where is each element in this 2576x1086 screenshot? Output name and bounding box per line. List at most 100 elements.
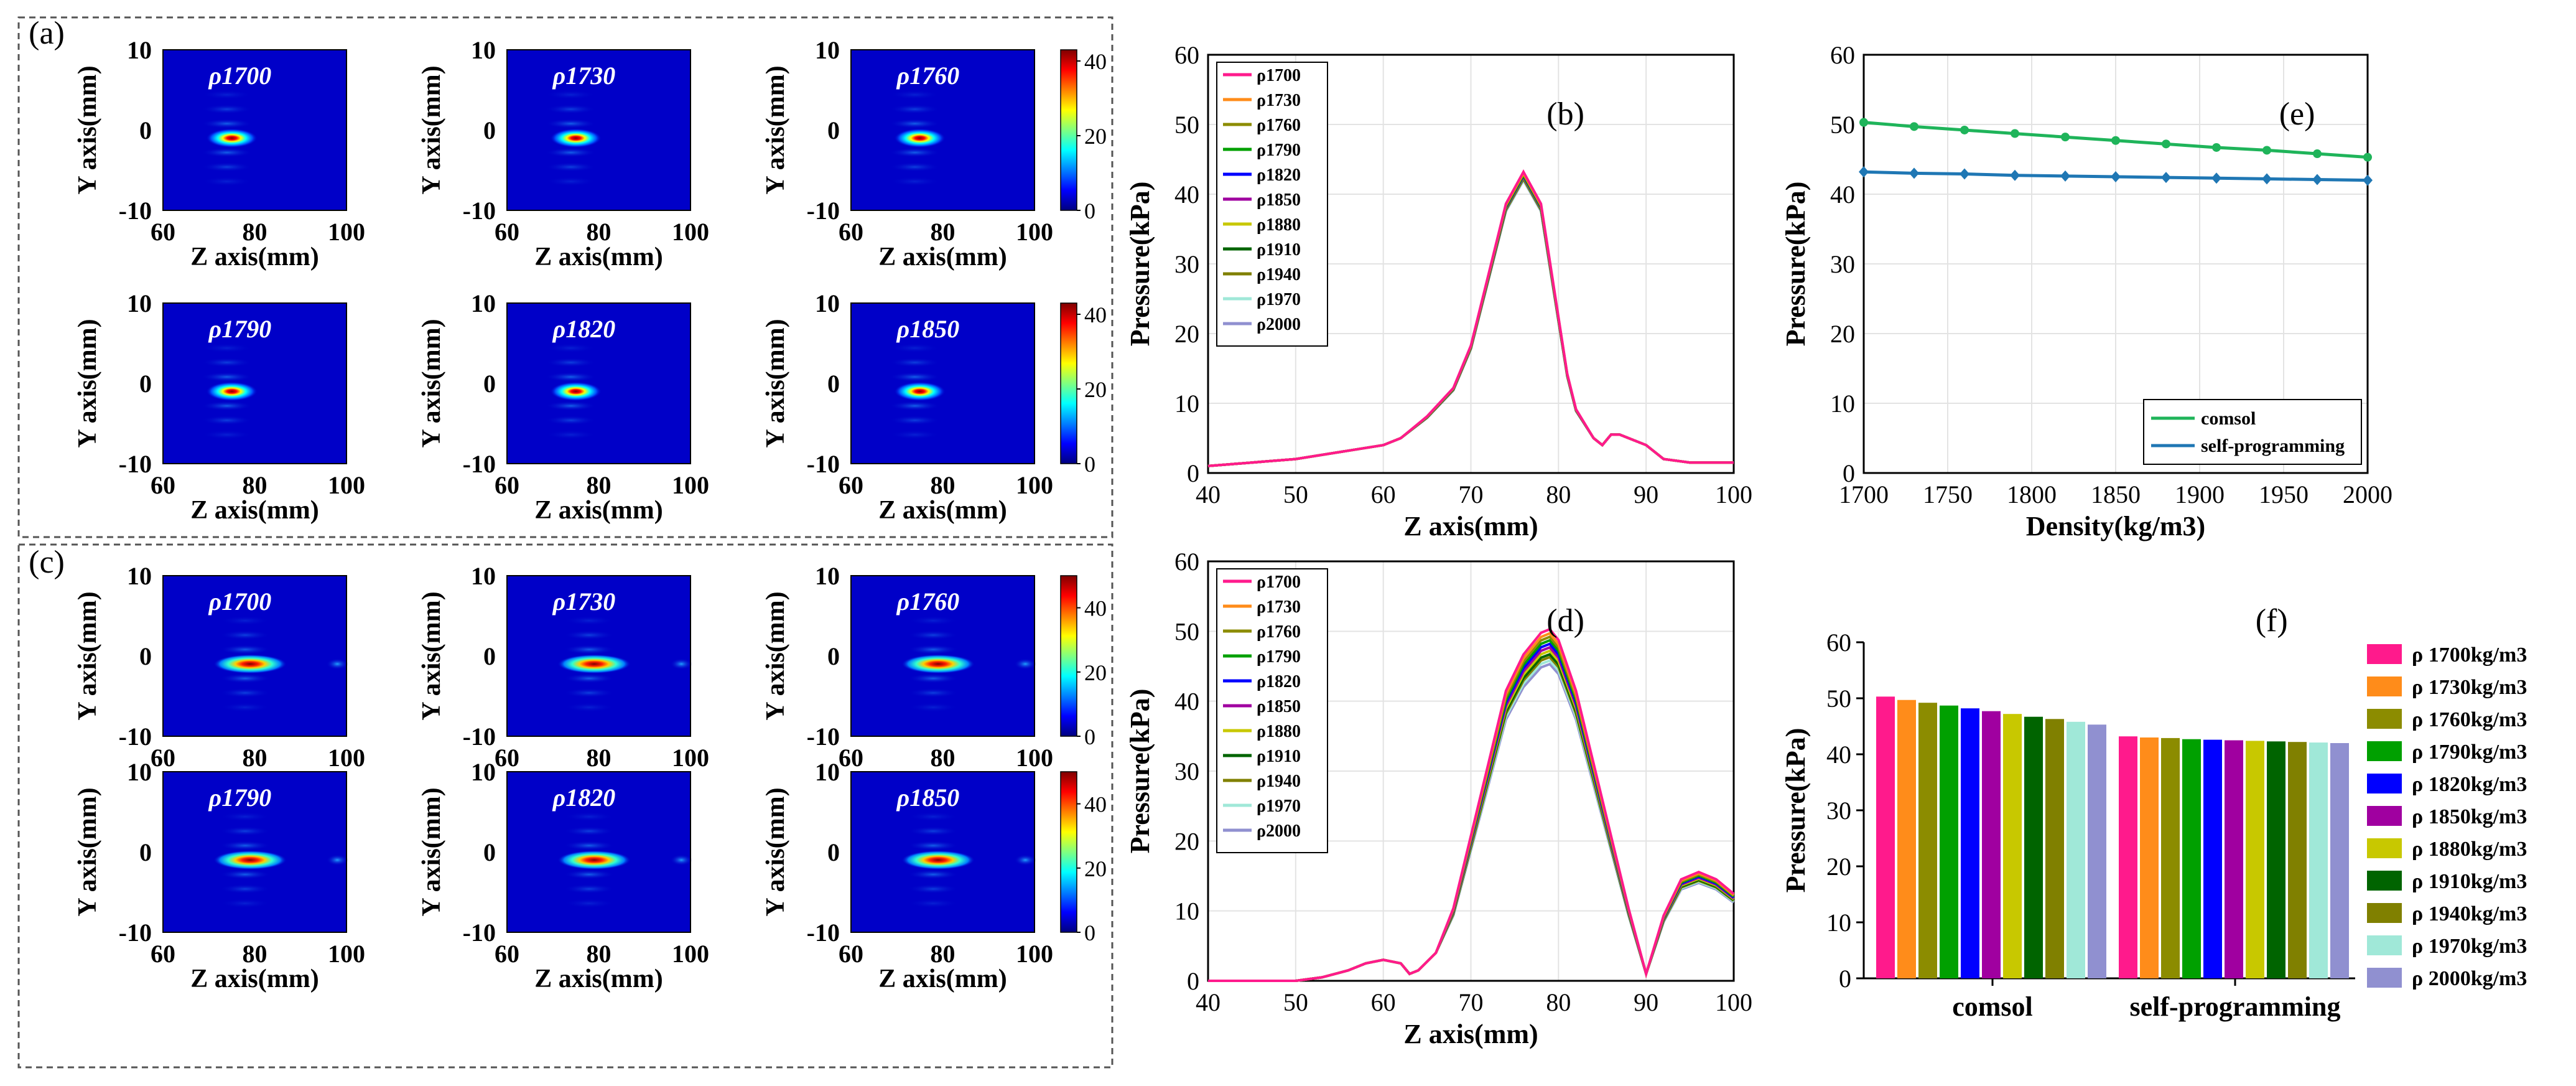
heatmap-x-tick: 80 [587,218,611,246]
heatmap-side-lobe [907,688,959,698]
heatmap-panel-title: ρ1790 [208,784,272,812]
frame-c [17,543,1114,1069]
x-tick-label: 50 [1283,480,1308,508]
heatmap-x-tick: 60 [839,218,863,246]
heatmap-x-label: Z axis(mm) [534,243,663,271]
heatmap-focal-spot [901,850,975,870]
heatmap-side-lobe [201,118,253,129]
heatmap-y-tick: 10 [471,36,496,64]
heatmap-y-tick: 10 [127,562,152,590]
legend-label: ρ1910 [1257,240,1301,260]
bar-0-8 [2045,719,2064,978]
y-tick-label: 30 [1826,797,1851,825]
heatmap-x-label: Z axis(mm) [190,965,319,993]
heatmap-side-lobe [563,673,615,683]
heatmap-frame [506,49,691,211]
heatmap-side-lobe [219,812,271,822]
y-tick-label: 0 [1839,965,1851,993]
heatmap-y-label: Y axis(mm) [73,65,102,194]
heatmap-y-tick: -10 [463,723,496,751]
heatmap-side-lobe [563,644,615,655]
series-marker [2111,136,2120,145]
heatmap-side-lobe [563,630,615,640]
heatmap-x-tick: 100 [672,940,709,968]
heatmap-side-lobe [545,118,597,129]
heatmap-side-lobe [907,884,959,894]
heatmap-side-lobe [907,630,959,640]
heatmap-side-lobe [907,869,959,879]
heatmap-side-lobe [545,176,597,187]
y-tick-label: 30 [1830,250,1855,278]
legend-label: ρ2000 [1257,822,1301,841]
heatmap-x-tick: 100 [328,744,365,772]
series-marker [1910,122,1918,131]
heatmap-x-label: Z axis(mm) [878,496,1007,525]
heatmap-y-tick: 10 [127,758,152,786]
colorbar-tick-label: 20 [1084,377,1107,402]
colorbar-c-1 [1060,771,1077,933]
legend-swatch [2367,935,2402,955]
heatmap-frame [850,49,1035,211]
heatmap-side-lobe [563,826,615,836]
legend-label: comsol [2201,408,2256,429]
x-category-label: comsol [1952,991,2033,1022]
heatmap-panel-title: ρ1730 [552,62,616,90]
series-marker [1960,168,1969,180]
heatmap-side-lobe [201,415,253,426]
x-axis-label: Z axis(mm) [1403,511,1538,541]
heatmap-secondary-lobe [1014,854,1036,866]
heatmap-x-tick: 80 [243,218,267,246]
heatmap-x-tick: 60 [495,218,519,246]
colorbar-tick-label: 20 [1084,856,1107,881]
y-tick-label: 40 [1830,180,1855,208]
y-tick-label: 40 [1174,688,1199,716]
heatmap-side-lobe [907,673,959,683]
series-marker [2212,143,2221,152]
panel-label-d: (d) [1546,603,1584,639]
colorbar-tick-label: 20 [1084,660,1107,685]
heatmap-side-lobe [889,147,941,157]
x-tick-label: 40 [1196,480,1221,508]
heatmap-y-label: Y axis(mm) [417,591,446,720]
heatmap-y-label: Y axis(mm) [73,591,102,720]
colorbar-tick-label: 40 [1084,596,1107,621]
x-tick-label: 1800 [2007,480,2057,508]
heatmap-panel-title: ρ1700 [208,62,272,90]
heatmap-frame [850,771,1035,933]
heatmap-side-lobe [889,401,941,411]
y-tick-label: 60 [1174,41,1199,69]
heatmap-x-tick: 80 [243,940,267,968]
legend-label: ρ1790 [1257,141,1301,160]
heatmap-y-tick: -10 [807,450,840,478]
heatmap-y-tick: 0 [827,370,840,398]
line-chart-b: 40 50 60 70 80 90 100 0 10 20 30 40 50 60 ρ1700 ρ1730 ρ1… [1125,41,1752,541]
series-marker [2211,172,2221,184]
heatmap-side-lobe [545,147,597,157]
bar-0-2 [1918,703,1937,978]
legend-label: ρ1970 [1257,290,1301,309]
heatmap-x-tick: 100 [672,744,709,772]
heatmap-side-lobe [545,343,597,353]
colorbar-tick-label: 0 [1084,452,1095,477]
heatmap-x-tick: 80 [243,471,267,499]
heatmap-side-lobe [219,673,271,683]
heatmap-side-lobe [545,372,597,382]
heatmap-x-tick: 60 [839,940,863,968]
heatmap-side-lobe [219,898,271,909]
legend-swatch [2367,774,2402,793]
bar-1-9 [2309,742,2328,978]
heatmap-panel-title: ρ1790 [208,315,272,343]
heatmap-panel-title: ρ1760 [896,62,960,90]
heatmap-background [507,303,690,464]
y-tick-label: 40 [1826,741,1851,769]
heatmap-side-lobe [545,357,597,368]
heatmap-y-label: Y axis(mm) [417,787,446,916]
heatmap-side-lobe [201,162,253,172]
legend-swatch [2367,968,2402,988]
heatmap-side-lobe [201,90,253,100]
series-marker [2312,174,2322,185]
legend-swatch [2367,838,2402,858]
y-tick-label: 30 [1174,757,1199,785]
